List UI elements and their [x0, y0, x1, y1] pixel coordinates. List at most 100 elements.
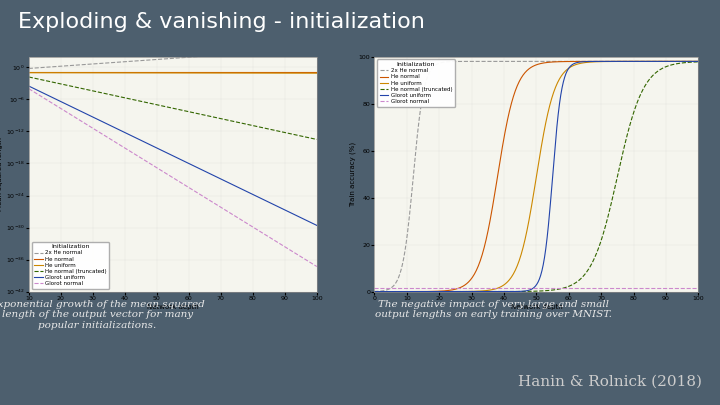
Glorot uniform [526, 288, 534, 292]
He normal (truncated) [286, 131, 294, 136]
2x He normal [286, 48, 294, 53]
He normal [370, 289, 379, 294]
Glorot uniform [196, 166, 204, 171]
He uniform [201, 70, 210, 75]
Glorot uniform [24, 84, 33, 89]
He uniform [25, 70, 34, 75]
Glorot uniform [636, 59, 644, 64]
Glorot uniform [286, 210, 294, 215]
Glorot normal [312, 264, 321, 269]
He uniform [686, 59, 695, 64]
He normal [267, 69, 276, 74]
2x He normal [545, 59, 554, 64]
He normal [526, 66, 534, 70]
2x He normal [526, 59, 534, 64]
Line: He uniform: He uniform [374, 62, 698, 292]
He normal (truncated) [636, 93, 644, 98]
2x He normal [25, 66, 34, 71]
X-axis label: Network depth: Network depth [510, 303, 562, 309]
Glorot normal [267, 236, 276, 241]
He normal [563, 59, 572, 64]
He normal [201, 69, 210, 74]
Glorot uniform [686, 59, 695, 64]
Glorot normal [24, 86, 33, 91]
Line: He normal (truncated): He normal (truncated) [29, 77, 317, 139]
2x He normal [24, 66, 33, 71]
Legend: 2x He normal, He normal, He uniform, He normal (truncated), Glorot uniform, Glor: 2x He normal, He normal, He uniform, He … [377, 60, 455, 107]
Glorot normal [636, 286, 644, 290]
Line: He normal: He normal [374, 62, 698, 292]
He uniform [563, 67, 572, 72]
Glorot uniform [524, 288, 533, 293]
He uniform [545, 103, 554, 108]
Y-axis label: Train accuracy (%): Train accuracy (%) [349, 142, 356, 207]
He uniform [370, 289, 379, 294]
2x He normal [195, 54, 204, 59]
Glorot normal [526, 286, 534, 290]
He normal (truncated) [267, 127, 276, 132]
He uniform [694, 59, 703, 64]
2x He normal [370, 289, 379, 294]
Glorot normal [286, 247, 294, 252]
He normal (truncated) [370, 289, 379, 294]
Y-axis label: Mean squared length: Mean squared length [0, 137, 3, 211]
Glorot normal [545, 286, 554, 290]
Line: Glorot normal: Glorot normal [29, 89, 317, 266]
He uniform [312, 71, 321, 76]
He uniform [636, 59, 644, 64]
He normal [196, 69, 204, 74]
Text: Hanin & Rolnick (2018): Hanin & Rolnick (2018) [518, 375, 702, 389]
2x He normal [201, 54, 210, 59]
Glorot uniform [267, 201, 276, 206]
Glorot normal [201, 195, 210, 200]
Glorot normal [686, 286, 695, 290]
Text: Exploding & vanishing - initialization: Exploding & vanishing - initialization [18, 12, 425, 32]
He normal [24, 69, 33, 74]
Glorot normal [694, 286, 703, 290]
Legend: 2x He normal, He normal, He uniform, He normal (truncated), Glorot uniform, Glor: 2x He normal, He normal, He uniform, He … [32, 242, 109, 289]
He uniform [286, 71, 294, 76]
He normal [636, 59, 644, 64]
2x He normal [694, 59, 703, 64]
Glorot normal [25, 87, 34, 92]
He normal [286, 69, 294, 74]
He normal (truncated) [24, 75, 33, 79]
2x He normal [267, 49, 276, 54]
Glorot normal [196, 192, 204, 197]
Line: 2x He normal: 2x He normal [29, 48, 317, 68]
He normal (truncated) [545, 288, 554, 293]
2x He normal [687, 59, 696, 64]
He normal [545, 60, 554, 65]
Glorot uniform [370, 289, 379, 294]
He uniform [195, 70, 204, 75]
He normal (truncated) [25, 75, 34, 80]
Glorot uniform [694, 59, 703, 64]
He normal (truncated) [201, 113, 210, 117]
He normal (truncated) [563, 284, 572, 289]
2x He normal [636, 59, 645, 64]
2x He normal [312, 46, 321, 51]
He normal [524, 67, 533, 72]
He uniform [526, 211, 534, 216]
He normal (truncated) [524, 289, 533, 294]
Glorot normal [524, 286, 533, 290]
He uniform [196, 70, 204, 75]
Line: He normal (truncated): He normal (truncated) [374, 62, 698, 292]
He normal (truncated) [694, 60, 703, 64]
Glorot uniform [545, 209, 554, 214]
Glorot uniform [312, 223, 321, 228]
Glorot uniform [195, 166, 204, 171]
2x He normal [608, 59, 616, 64]
Line: Glorot uniform: Glorot uniform [29, 86, 317, 226]
Glorot uniform [25, 84, 34, 89]
2x He normal [563, 59, 572, 64]
2x He normal [524, 59, 533, 64]
He normal (truncated) [195, 111, 204, 116]
He normal [25, 69, 34, 74]
X-axis label: Network depth: Network depth [147, 303, 199, 309]
He normal (truncated) [196, 112, 204, 117]
He uniform [24, 70, 33, 75]
He normal [195, 69, 204, 74]
Text: Exponential growth of the mean squared
length of the output vector for many
popu: Exponential growth of the mean squared l… [0, 300, 204, 330]
Glorot normal [563, 286, 572, 290]
